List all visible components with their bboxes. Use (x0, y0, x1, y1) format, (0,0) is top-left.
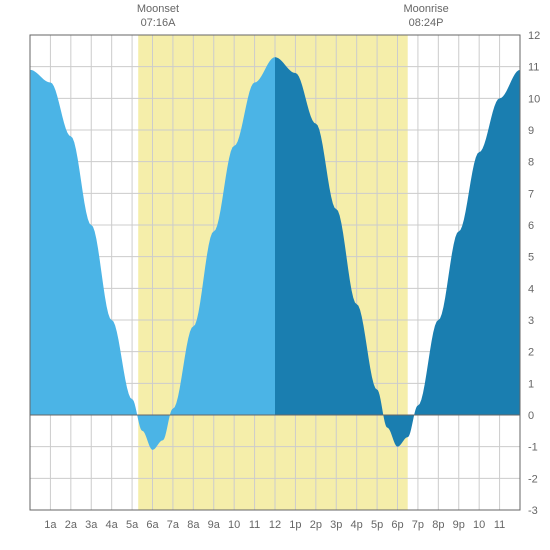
svg-text:1: 1 (528, 378, 534, 390)
svg-text:12: 12 (528, 30, 540, 42)
svg-text:3a: 3a (85, 519, 98, 531)
svg-text:3: 3 (528, 315, 534, 327)
svg-text:2: 2 (528, 347, 534, 359)
svg-text:4a: 4a (106, 519, 119, 531)
svg-text:6: 6 (528, 220, 534, 232)
svg-text:3p: 3p (330, 519, 342, 531)
svg-text:1a: 1a (44, 519, 57, 531)
svg-text:10: 10 (473, 519, 485, 531)
svg-text:7a: 7a (167, 519, 180, 531)
moonrise-title: Moonrise (396, 2, 456, 16)
svg-text:2a: 2a (65, 519, 78, 531)
svg-text:10: 10 (528, 93, 540, 105)
svg-text:4p: 4p (351, 519, 363, 531)
svg-text:8: 8 (528, 157, 534, 169)
svg-text:10: 10 (228, 519, 240, 531)
moonrise-time: 08:24P (396, 16, 456, 30)
tide-chart: 1a2a3a4a5a6a7a8a9a1011121p2p3p4p5p6p7p8p… (0, 0, 550, 550)
svg-text:-3: -3 (528, 505, 538, 517)
svg-text:5: 5 (528, 252, 534, 264)
svg-text:2p: 2p (310, 519, 322, 531)
svg-text:9p: 9p (453, 519, 465, 531)
moonrise-label: Moonrise 08:24P (396, 2, 456, 31)
svg-text:11: 11 (249, 519, 260, 531)
svg-text:7p: 7p (412, 519, 424, 531)
svg-text:9: 9 (528, 125, 534, 137)
svg-text:11: 11 (494, 519, 505, 531)
svg-text:-1: -1 (528, 442, 538, 454)
chart-svg: 1a2a3a4a5a6a7a8a9a1011121p2p3p4p5p6p7p8p… (0, 0, 550, 550)
moonset-label: Moonset 07:16A (128, 2, 188, 31)
svg-text:5p: 5p (371, 519, 383, 531)
svg-text:1p: 1p (289, 519, 301, 531)
moonset-title: Moonset (128, 2, 188, 16)
svg-text:-2: -2 (528, 473, 538, 485)
svg-text:7: 7 (528, 188, 534, 200)
svg-text:6p: 6p (391, 519, 403, 531)
svg-text:6a: 6a (146, 519, 159, 531)
svg-text:11: 11 (528, 62, 539, 74)
svg-text:5a: 5a (126, 519, 139, 531)
svg-text:8p: 8p (432, 519, 444, 531)
svg-text:4: 4 (528, 283, 534, 295)
svg-text:9a: 9a (208, 519, 221, 531)
svg-text:8a: 8a (187, 519, 200, 531)
moonset-time: 07:16A (128, 16, 188, 30)
svg-text:12: 12 (269, 519, 281, 531)
svg-text:0: 0 (528, 410, 534, 422)
